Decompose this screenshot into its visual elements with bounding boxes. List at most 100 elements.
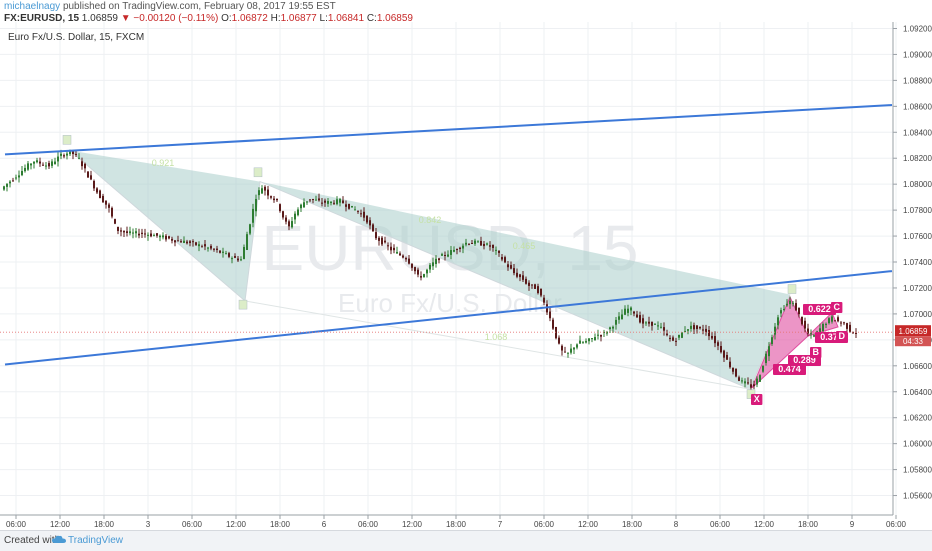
cypher-point-label: C [833,302,840,312]
x-tick-label: 06:00 [182,520,203,529]
author-link[interactable]: michaelnagy [4,1,61,12]
candle-body [18,175,20,178]
candle-body [771,337,773,344]
candle-body [273,198,275,201]
candle-body [693,325,695,330]
candle-body [627,308,629,313]
candle-body [138,233,140,236]
candle-body [672,337,674,341]
cypher-point-label-bg [751,394,763,405]
candle-body [519,274,521,278]
candle-body [39,161,41,164]
candle-body [321,202,323,204]
candle-body [462,245,464,249]
candle-body [633,311,635,314]
y-tick-label: 1.08000 [903,180,932,189]
candle-body [261,188,263,194]
candle-body [123,230,125,233]
tradingview-brand-link[interactable]: TradingView [68,535,124,546]
candle-body [186,241,188,244]
y-tick-label: 1.08800 [903,76,932,85]
teal-point-marker [787,284,797,294]
candle-body [540,288,542,296]
candle-body [621,314,623,320]
x-tick-label: 6 [322,520,327,529]
candle-body [606,331,608,334]
y-tick-label: 1.08600 [903,102,932,111]
series-legend[interactable]: Euro Fx/U.S. Dollar, 15, FXCM [8,32,145,43]
candle-body [756,378,758,385]
candle-body [825,323,827,326]
candle-body [90,175,92,180]
candle-body [840,322,842,324]
candle-body [552,319,554,329]
candle-body [201,246,203,248]
y-tick-label: 1.07400 [903,258,932,267]
teal-ratio-label: 0.921 [152,158,175,168]
candle-body [408,258,410,264]
candle-body [12,180,14,182]
x-tick-label: 12:00 [402,520,423,529]
candle-body [567,352,569,354]
candle-body [489,245,491,247]
candle-body [333,202,335,204]
y-tick-label: 1.07800 [903,206,932,215]
candle-body [615,319,617,325]
candle-body [753,384,755,387]
price-axis[interactable]: 1.09200 1.09000 1.08800 1.08600 1.08400 1.082… [892,22,932,515]
candle-body [495,249,497,251]
candle-body [591,338,593,340]
candle-body [69,149,71,155]
candle-body [447,254,449,257]
x-tick-label: 12:00 [226,520,247,529]
candle-body [60,153,62,156]
candle-body [36,160,38,163]
last-price: 1.06859 [81,13,118,24]
countdown-badge [895,336,931,347]
candle-body [153,235,155,237]
candle-body [177,240,179,242]
candle-body [54,161,56,165]
candle-body [126,231,128,233]
candle-body [222,251,224,253]
candle-body [135,231,137,234]
candle-body [285,217,287,222]
candle-body [480,240,482,246]
candle-body [339,199,341,203]
teal-pattern-outline [69,150,791,390]
candle-body [474,240,476,244]
candle-body [573,347,575,350]
candle-body [132,232,134,234]
candle-body [846,323,848,329]
candle-body [654,323,656,325]
candle-body [210,245,212,249]
candle-body [570,348,572,353]
candle-body [804,320,806,329]
candle-body [648,321,650,324]
trendline [4,104,893,156]
y-tick-label: 1.07000 [903,310,932,319]
candle-body [246,234,248,251]
candle-body [99,190,101,199]
candle-body [270,196,272,198]
candle-body [717,342,719,346]
candle-body [513,268,515,274]
candle-body [324,200,326,203]
cloud-icon [52,535,66,543]
candle-body [780,310,782,314]
candle-body [204,244,206,247]
candle-body [276,198,278,201]
candle-body [357,210,359,212]
cypher-point-label: D [838,331,845,341]
candle-body [318,198,320,201]
time-axis[interactable]: 06:00 12:00 18:00 3 06:00 12:00 18:00 6 06:00 12:… [0,514,907,529]
candle-body [375,232,377,239]
candle-body [501,257,503,260]
candle-body [594,337,596,341]
candle-body [150,233,152,237]
price-chart[interactable]: EURUSD, 15 Euro Fx/U.S. Dollar 0.9210.84… [0,0,932,530]
candle-body [714,336,716,344]
candle-body [813,335,815,337]
candle-body [561,345,563,351]
x-tick-label: 8 [674,520,679,529]
